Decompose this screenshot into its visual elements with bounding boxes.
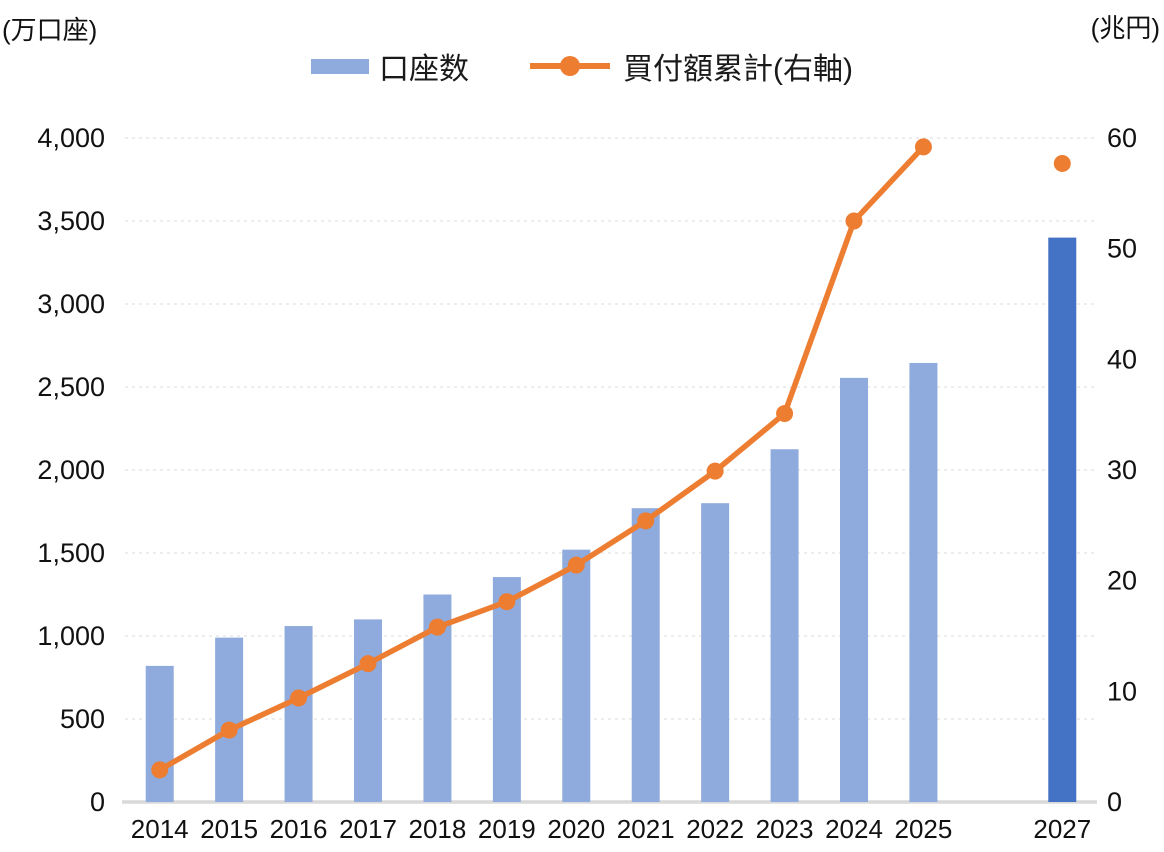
left-axis-tick-label: 2,000 (37, 455, 105, 485)
x-axis-tick-label: 2018 (409, 814, 467, 844)
x-axis-tick-label: 2027 (1033, 814, 1091, 844)
line-segment (573, 518, 649, 568)
line-marker-target (1053, 154, 1071, 172)
right-axis-unit-label: (兆円) (1090, 13, 1160, 43)
left-axis-tick-label: 500 (60, 704, 105, 734)
line-marker (498, 593, 516, 611)
left-axis-unit-label: (万口座) (2, 15, 98, 45)
line-segment (851, 144, 927, 224)
x-axis-tick-label: 2023 (756, 814, 814, 844)
x-axis-tick-label: 2020 (547, 814, 605, 844)
x-axis-tick-label: 2025 (895, 814, 953, 844)
left-axis-tick-label: 4,000 (37, 123, 105, 153)
legend: 口座数 買付額累計(右軸) (0, 44, 1164, 88)
line-marker (290, 689, 308, 707)
x-axis-tick-label: 2024 (825, 814, 883, 844)
line-segment (712, 410, 788, 474)
left-axis-tick-label: 0 (90, 787, 105, 817)
left-axis-tick-label: 2,500 (37, 372, 105, 402)
left-axis-tick-label: 3,000 (37, 289, 105, 319)
line-segment (156, 727, 232, 773)
legend-label-accounts: 口座数 (379, 53, 469, 86)
legend-item-purchase-total: 買付額累計(右軸) (527, 44, 853, 88)
legend-item-accounts: 口座数 (311, 44, 469, 88)
bar (284, 626, 313, 802)
right-axis-tick-label: 10 (1107, 676, 1137, 706)
left-axis-tick-label: 1,000 (37, 621, 105, 651)
line-marker (637, 512, 655, 530)
x-axis-tick-label: 2021 (617, 814, 675, 844)
legend-dot-icon (560, 56, 580, 76)
bar (562, 549, 591, 802)
bar (354, 619, 382, 802)
bar (770, 449, 799, 802)
line-segment (781, 218, 857, 417)
line-segment (434, 598, 510, 630)
line-segment (226, 695, 302, 733)
left-axis-tick-label: 1,500 (37, 538, 105, 568)
line-marker (845, 212, 863, 230)
bar (840, 377, 868, 802)
right-axis-tick-label: 50 (1107, 234, 1137, 264)
right-axis-tick-label: 20 (1107, 566, 1137, 596)
bar (492, 577, 521, 802)
bar (145, 665, 174, 802)
bar (909, 362, 938, 802)
line-marker (428, 618, 446, 636)
right-axis-tick-label: 30 (1107, 455, 1137, 485)
x-axis-tick-label: 2017 (339, 814, 397, 844)
legend-label-purchase-total: 買付額累計(右軸) (623, 53, 853, 86)
x-axis-tick-label: 2015 (200, 814, 258, 844)
line-segment (365, 624, 441, 667)
line-segment (642, 468, 718, 524)
line-marker (567, 556, 585, 574)
right-axis-tick-label: 40 (1107, 344, 1137, 374)
line-segment (295, 660, 371, 701)
bar (215, 637, 244, 802)
bar-series-swatch-icon (311, 58, 369, 74)
line-marker (151, 761, 169, 779)
left-axis-tick-label: 3,500 (37, 206, 105, 236)
x-axis-tick-label: 2022 (686, 814, 744, 844)
line-series-swatch-icon (530, 56, 610, 76)
line-marker (359, 655, 377, 673)
line-marker (776, 405, 794, 423)
line-marker (220, 721, 238, 739)
right-axis-tick-label: 60 (1107, 123, 1137, 153)
x-axis-tick-label: 2014 (131, 814, 189, 844)
line-segment (504, 562, 580, 605)
x-axis-tick-label: 2019 (478, 814, 536, 844)
bar (701, 503, 730, 802)
bar-target (1048, 237, 1077, 803)
x-axis-tick-label: 2016 (270, 814, 328, 844)
line-marker (914, 138, 932, 156)
bar (631, 508, 660, 802)
right-axis-tick-label: 0 (1107, 787, 1122, 817)
line-marker (706, 462, 724, 480)
